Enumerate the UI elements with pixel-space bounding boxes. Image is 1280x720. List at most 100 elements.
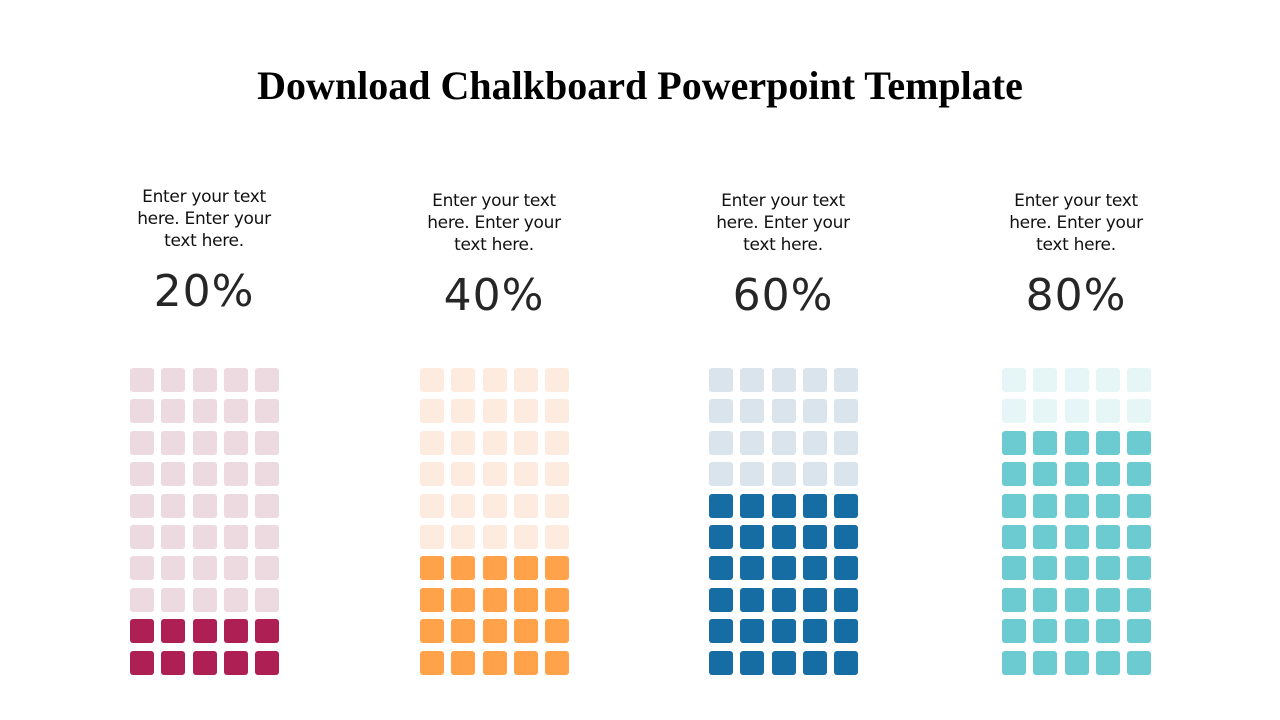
waffle-cell-empty	[130, 493, 154, 518]
waffle-cell-empty	[420, 493, 444, 518]
waffle-grid-3	[709, 368, 859, 675]
waffle-cell-empty	[161, 556, 186, 581]
waffle-cell-empty	[1033, 368, 1058, 392]
waffle-cell-empty	[223, 430, 248, 455]
waffle-cell-filled	[802, 619, 827, 644]
waffle-cell-filled	[1002, 587, 1026, 612]
percent-label: 40%	[443, 270, 545, 321]
waffle-cell-empty	[451, 368, 476, 392]
waffle-cell-filled	[709, 556, 733, 581]
waffle-cell-filled	[192, 650, 217, 675]
waffle-cell-filled	[771, 493, 796, 518]
waffle-cell-filled	[513, 556, 538, 581]
waffle-cell-empty	[740, 368, 765, 392]
waffle-cell-filled	[420, 650, 444, 675]
waffle-cell-filled	[1095, 524, 1120, 549]
waffle-cell-empty	[255, 368, 280, 392]
waffle-cell-empty	[192, 399, 217, 424]
waffle-cell-empty	[451, 524, 476, 549]
waffle-cell-filled	[1127, 430, 1152, 455]
waffle-cell-filled	[834, 556, 859, 581]
waffle-cell-filled	[802, 493, 827, 518]
waffle-cell-empty	[130, 399, 154, 424]
waffle-cell-empty	[130, 462, 154, 487]
column-text: Enter your text here. Enter your text he…	[137, 187, 271, 251]
waffle-cell-filled	[1002, 462, 1026, 487]
waffle-cell-empty	[161, 587, 186, 612]
waffle-cell-filled	[1095, 430, 1120, 455]
waffle-cell-filled	[255, 619, 280, 644]
waffle-cell-empty	[1095, 399, 1120, 424]
waffle-cell-filled	[1095, 493, 1120, 518]
waffle-cell-filled	[482, 619, 507, 644]
waffle-cell-filled	[161, 650, 186, 675]
waffle-cell-empty	[161, 399, 186, 424]
column-text: Enter your text here. Enter your text he…	[1009, 191, 1143, 255]
waffle-cell-filled	[834, 587, 859, 612]
waffle-cell-empty	[545, 399, 570, 424]
waffle-cell-empty	[130, 556, 154, 581]
waffle-cell-filled	[802, 556, 827, 581]
column-text: Enter your text here. Enter your text he…	[716, 191, 850, 255]
waffle-cell-empty	[1064, 399, 1089, 424]
waffle-cell-empty	[420, 524, 444, 549]
waffle-cell-empty	[1002, 368, 1026, 392]
waffle-cell-filled	[130, 650, 154, 675]
waffle-cell-filled	[1095, 650, 1120, 675]
waffle-cell-filled	[482, 556, 507, 581]
waffle-cell-empty	[255, 587, 280, 612]
waffle-cell-empty	[513, 430, 538, 455]
waffle-cell-filled	[545, 650, 570, 675]
waffle-cell-filled	[740, 556, 765, 581]
waffle-cell-filled	[1033, 430, 1058, 455]
waffle-cell-filled	[1002, 430, 1026, 455]
waffle-cell-filled	[709, 493, 733, 518]
waffle-cell-empty	[545, 430, 570, 455]
waffle-cell-empty	[482, 493, 507, 518]
waffle-cell-empty	[192, 462, 217, 487]
waffle-cell-filled	[771, 619, 796, 644]
waffle-cell-empty	[834, 462, 859, 487]
waffle-cell-filled	[1064, 587, 1089, 612]
waffle-cell-empty	[192, 556, 217, 581]
waffle-cell-filled	[1033, 462, 1058, 487]
waffle-cell-empty	[771, 368, 796, 392]
waffle-cell-filled	[1033, 619, 1058, 644]
waffle-cell-empty	[223, 587, 248, 612]
waffle-cell-filled	[834, 493, 859, 518]
waffle-cell-filled	[545, 556, 570, 581]
waffle-cell-filled	[223, 619, 248, 644]
waffle-cell-filled	[740, 619, 765, 644]
waffle-cell-empty	[740, 399, 765, 424]
waffle-cell-empty	[161, 430, 186, 455]
waffle-cell-filled	[834, 524, 859, 549]
waffle-cell-filled	[1064, 493, 1089, 518]
waffle-cell-empty	[1002, 399, 1026, 424]
waffle-cell-filled	[771, 587, 796, 612]
waffle-cell-empty	[130, 368, 154, 392]
waffle-cell-filled	[1127, 619, 1152, 644]
waffle-cell-empty	[709, 368, 733, 392]
waffle-grid-1	[130, 368, 280, 675]
waffle-cell-filled	[192, 619, 217, 644]
waffle-cell-empty	[709, 399, 733, 424]
waffle-cell-empty	[834, 430, 859, 455]
waffle-cell-filled	[1002, 524, 1026, 549]
waffle-cell-empty	[771, 399, 796, 424]
waffle-cell-empty	[192, 587, 217, 612]
waffle-cell-filled	[1064, 556, 1089, 581]
percent-label: 20%	[153, 266, 255, 317]
waffle-cell-filled	[740, 493, 765, 518]
waffle-cell-empty	[545, 462, 570, 487]
waffle-cell-empty	[161, 368, 186, 392]
waffle-cell-filled	[1002, 650, 1026, 675]
waffle-cell-filled	[513, 650, 538, 675]
waffle-cell-filled	[771, 650, 796, 675]
waffle-cell-filled	[709, 587, 733, 612]
waffle-cell-empty	[1127, 368, 1152, 392]
waffle-cell-empty	[420, 368, 444, 392]
waffle-cell-empty	[709, 430, 733, 455]
waffle-cell-empty	[482, 368, 507, 392]
waffle-cell-empty	[451, 430, 476, 455]
waffle-cell-empty	[255, 399, 280, 424]
